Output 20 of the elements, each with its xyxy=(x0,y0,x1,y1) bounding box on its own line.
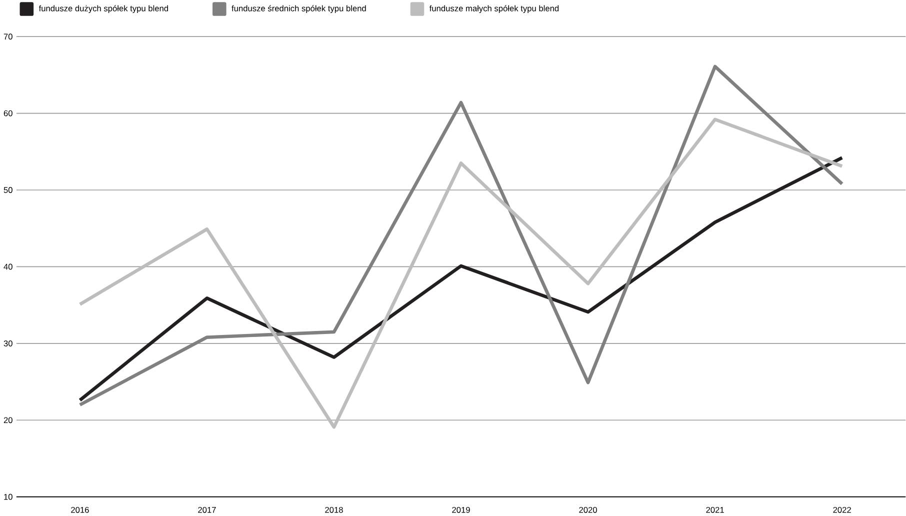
line-series xyxy=(78,118,844,429)
y-tick-label: 70 xyxy=(4,33,12,40)
x-tick-label: 2021 xyxy=(706,506,724,513)
y-tick-label: 40 xyxy=(4,264,12,270)
y-tick-label: 30 xyxy=(4,340,12,346)
y-tick-label: 20 xyxy=(4,417,12,423)
x-tick-label: 2020 xyxy=(579,506,597,513)
x-tick-label: 2017 xyxy=(198,506,216,513)
x-tick-label: 2022 xyxy=(833,506,851,513)
x-tick-label: 2016 xyxy=(71,506,89,513)
x-tick-label: 2018 xyxy=(325,506,343,513)
y-tick-label: 10 xyxy=(4,494,12,500)
y-tick-label: 60 xyxy=(4,110,12,116)
y-tick-label: 50 xyxy=(4,186,12,193)
legend-label: fundusze dużych spółek typu blend xyxy=(38,4,168,13)
line-series xyxy=(78,64,844,406)
legend-label: fundusze średnich spółek typu blend xyxy=(232,4,366,13)
line-series xyxy=(78,156,844,402)
legend-label: fundusze małych spółek typu blend xyxy=(429,4,559,13)
x-tick-label: 2019 xyxy=(452,506,470,513)
